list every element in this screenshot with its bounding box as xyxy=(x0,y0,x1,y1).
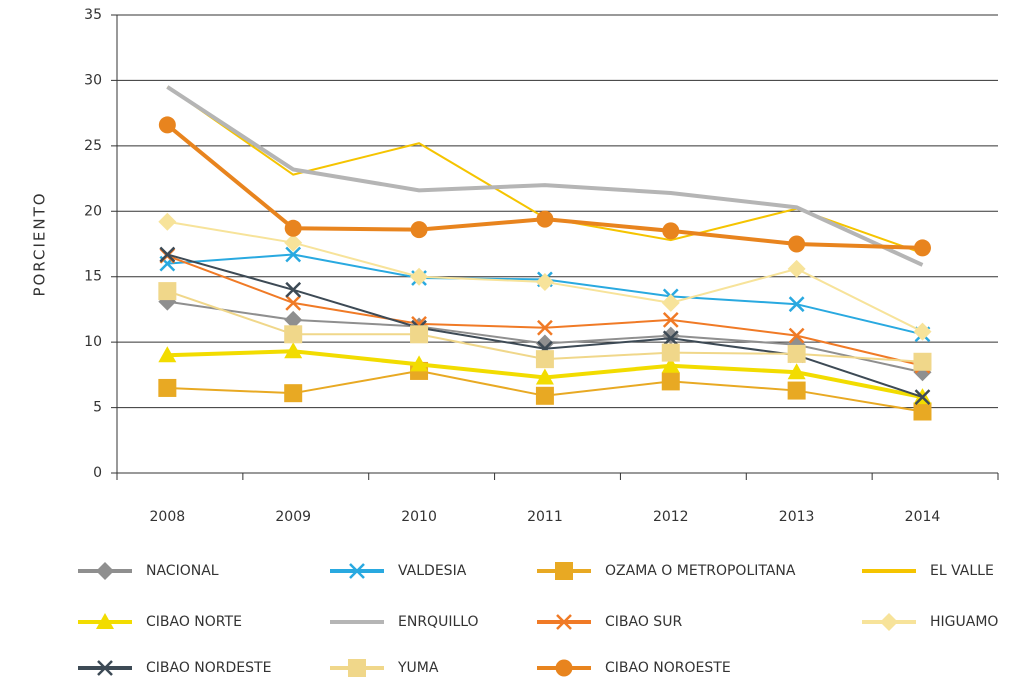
legend-marker xyxy=(96,613,114,629)
marker xyxy=(158,346,177,363)
marker xyxy=(285,246,302,263)
marker xyxy=(535,386,554,405)
marker xyxy=(535,350,554,369)
marker xyxy=(788,296,805,313)
marker xyxy=(410,325,429,344)
legend-label: EL VALLE xyxy=(930,563,994,579)
legend-label: CIBAO NORDESTE xyxy=(146,660,271,676)
marker xyxy=(285,281,302,298)
marker xyxy=(535,272,554,291)
legend-label: HIGUAMO xyxy=(930,614,998,630)
marker xyxy=(661,343,680,362)
marker xyxy=(284,233,303,252)
marker xyxy=(787,363,806,380)
marker xyxy=(661,326,680,345)
marker xyxy=(159,246,176,263)
x-tick-label: 2012 xyxy=(653,509,689,525)
marker xyxy=(284,342,303,359)
y-tick-label: 35 xyxy=(84,7,102,23)
marker xyxy=(284,384,303,403)
marker xyxy=(913,322,932,341)
marker xyxy=(158,116,176,134)
marker xyxy=(158,378,177,397)
marker xyxy=(410,221,428,239)
x-tick-label: 2011 xyxy=(527,509,563,525)
marker xyxy=(284,325,303,344)
legend-marker xyxy=(348,659,366,677)
legend-label: CIBAO NORTE xyxy=(146,614,242,630)
x-tick-label: 2010 xyxy=(401,509,437,525)
marker xyxy=(913,352,932,371)
marker xyxy=(788,327,805,344)
legend-marker xyxy=(555,562,573,580)
legend-marker xyxy=(555,659,573,677)
x-tick-label: 2013 xyxy=(779,509,815,525)
marker xyxy=(285,295,302,311)
y-tick-label: 5 xyxy=(93,400,102,416)
x-tick-label: 2014 xyxy=(905,509,941,525)
marker xyxy=(788,235,806,253)
marker xyxy=(536,210,554,228)
legend-label: CIBAO SUR xyxy=(605,614,682,630)
marker xyxy=(661,293,680,312)
legend-label: YUMA xyxy=(397,660,439,676)
marker xyxy=(537,319,553,336)
marker xyxy=(913,402,932,421)
series-line xyxy=(167,253,923,336)
legend-label: OZAMA O METROPOLITANA xyxy=(605,563,796,579)
marker xyxy=(284,219,302,237)
marker xyxy=(662,222,680,240)
series-line xyxy=(166,85,924,267)
marker xyxy=(535,368,554,385)
legend-label: CIBAO NOROESTE xyxy=(605,660,731,676)
y-tick-label: 25 xyxy=(84,138,102,154)
legend-marker xyxy=(556,614,572,630)
marker xyxy=(787,381,806,400)
marker xyxy=(913,239,931,257)
y-tick-label: 0 xyxy=(93,465,102,481)
y-tick-label: 30 xyxy=(84,72,102,88)
marker xyxy=(787,344,806,363)
legend-label: VALDESIA xyxy=(398,563,467,579)
marker xyxy=(662,312,679,328)
marker xyxy=(410,355,429,372)
series-line xyxy=(166,86,923,255)
marker xyxy=(158,212,177,231)
legend-marker xyxy=(96,562,114,580)
y-tick-label: 10 xyxy=(84,334,102,350)
legend-marker xyxy=(880,613,898,631)
marker xyxy=(661,356,680,373)
x-tick-label: 2009 xyxy=(275,509,311,525)
marker xyxy=(914,389,931,405)
legend-label: ENRQUILLO xyxy=(398,614,479,630)
y-tick-label: 20 xyxy=(84,203,102,219)
marker xyxy=(787,259,806,278)
y-tick-label: 15 xyxy=(84,269,102,285)
x-tick-label: 2008 xyxy=(150,509,186,525)
marker xyxy=(662,330,679,347)
marker xyxy=(158,282,177,301)
marker xyxy=(661,372,680,391)
marker xyxy=(410,267,429,286)
legend-marker xyxy=(349,563,365,579)
y-axis-label: PORCIENTO xyxy=(31,191,49,296)
marker xyxy=(284,310,303,329)
legend-label: NACIONAL xyxy=(146,563,219,579)
legend-marker xyxy=(97,660,113,676)
